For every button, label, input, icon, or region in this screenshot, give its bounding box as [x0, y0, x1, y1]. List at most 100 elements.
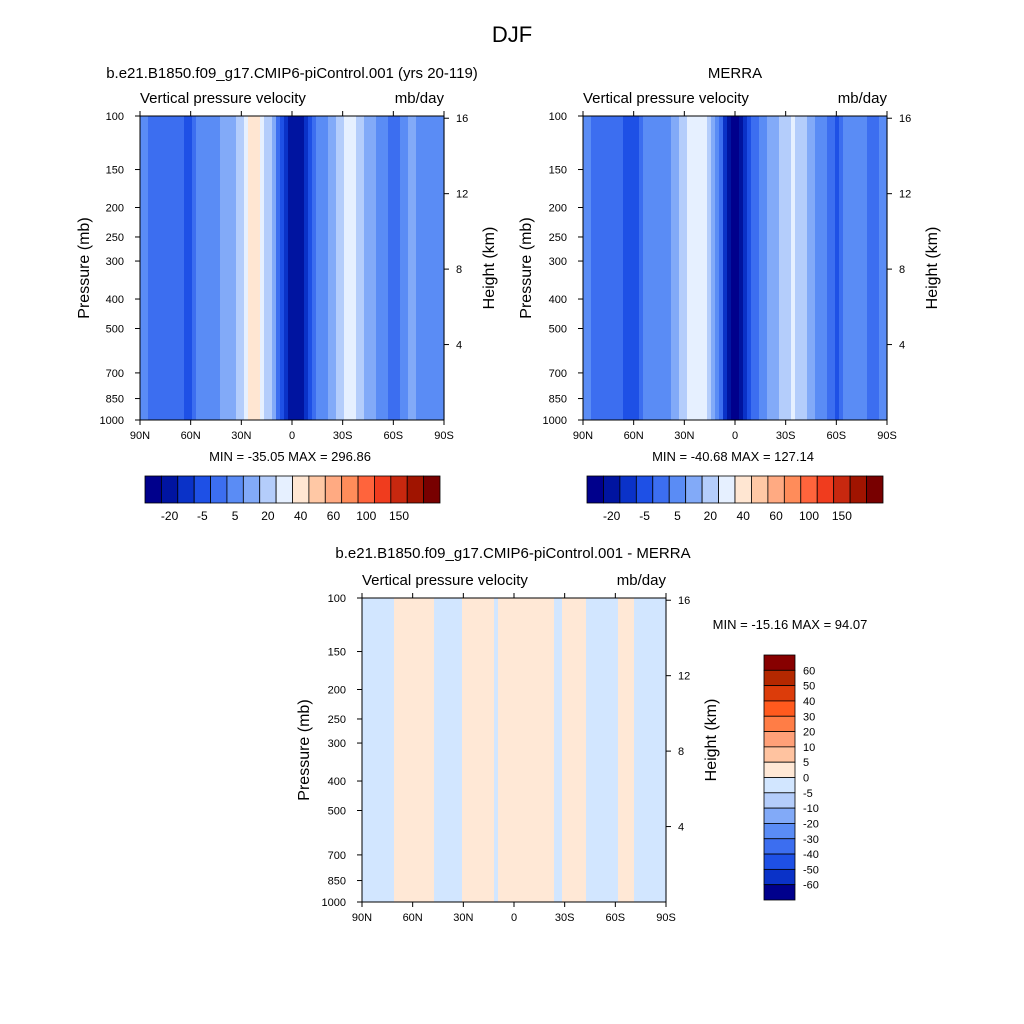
field-column — [651, 116, 656, 420]
field-column — [619, 116, 624, 420]
height-tick-label: 8 — [456, 264, 462, 276]
field-column — [759, 116, 764, 420]
field-column — [272, 116, 277, 420]
field-column — [482, 598, 487, 902]
colorbar-box — [833, 475, 851, 504]
field-column — [595, 116, 600, 420]
field-column — [392, 116, 397, 420]
field-column — [232, 116, 237, 420]
colorbar-box — [718, 475, 736, 504]
colorbar: -20 -5 5 20 40 60 100 150 — [586, 475, 884, 523]
field-column — [156, 116, 161, 420]
field-column — [376, 116, 381, 420]
field-column — [276, 116, 281, 420]
colorbar-label: -5 — [803, 788, 813, 800]
field-column — [607, 116, 612, 420]
field-column — [658, 598, 663, 902]
field-column — [642, 598, 647, 902]
colorbar-box — [763, 685, 796, 702]
y-tick-label: 500 — [328, 805, 346, 817]
height-tick-label: 16 — [899, 113, 911, 125]
field-column — [428, 116, 433, 420]
field-column — [646, 598, 651, 902]
y-tick-label: 150 — [328, 647, 346, 659]
field-column — [683, 116, 688, 420]
colorbar-box — [275, 475, 293, 504]
x-tick-label: 0 — [289, 430, 295, 442]
y-tick-label: 100 — [328, 593, 346, 605]
field-column — [614, 598, 619, 902]
y-tick-label: 300 — [328, 738, 346, 750]
y-tick-label: 700 — [328, 850, 346, 862]
field-column — [498, 598, 503, 902]
colorbar-box — [374, 475, 392, 504]
field-column — [723, 116, 728, 420]
x-tick-label: 90N — [130, 430, 150, 442]
field-column — [879, 116, 884, 420]
colorbar-label: 40 — [803, 696, 815, 708]
field-column — [703, 116, 708, 420]
field-column — [655, 116, 660, 420]
field-column — [867, 116, 872, 420]
field-column — [599, 116, 604, 420]
field-column — [583, 116, 588, 420]
field-column — [378, 598, 383, 902]
field-column — [284, 116, 289, 420]
field-column — [671, 116, 676, 420]
colorbar-box — [763, 884, 796, 901]
field-column — [352, 116, 357, 420]
field-column — [839, 116, 844, 420]
field-column — [458, 598, 463, 902]
field-column — [598, 598, 603, 902]
panel-title: b.e21.B1850.f09_g17.CMIP6-piControl.001 … — [335, 545, 690, 562]
colorbar-box — [763, 654, 796, 671]
y-tick-label: 300 — [106, 256, 124, 268]
field-column — [486, 598, 491, 902]
panel-subtitle-variable: Vertical pressure velocity — [140, 90, 306, 107]
field-column — [402, 598, 407, 902]
height-tick-label: 12 — [899, 189, 911, 201]
field-column — [795, 116, 800, 420]
colorbar-box — [406, 475, 425, 504]
field-column — [578, 598, 583, 902]
field-column — [168, 116, 173, 420]
y-tick-label: 200 — [328, 685, 346, 697]
field-column — [622, 598, 627, 902]
field-column — [546, 598, 551, 902]
colorbar-box — [763, 838, 796, 855]
field-column — [418, 598, 423, 902]
y-tick-label: 150 — [549, 165, 567, 177]
field-column — [767, 116, 772, 420]
field-column — [639, 116, 644, 420]
field-column — [863, 116, 868, 420]
y-axis-label-pressure: Pressure (mb) — [518, 217, 535, 318]
y-tick-label: 300 — [549, 256, 567, 268]
field-column — [308, 116, 313, 420]
height-tick-label: 4 — [899, 340, 905, 352]
field-column — [172, 116, 177, 420]
field-column — [292, 116, 297, 420]
field-column — [382, 598, 387, 902]
field-column — [312, 116, 317, 420]
field-column — [510, 598, 515, 902]
colorbar-box — [292, 475, 310, 504]
panel-subtitle-units: mb/day — [395, 90, 445, 107]
height-tick-label: 8 — [899, 264, 905, 276]
y-tick-label: 400 — [549, 294, 567, 306]
field-column — [410, 598, 415, 902]
field-column — [715, 116, 720, 420]
field-column — [731, 116, 736, 420]
x-tick-label: 90N — [352, 912, 372, 924]
field-column — [420, 116, 425, 420]
field-column — [663, 116, 668, 420]
field-column — [558, 598, 563, 902]
colorbar-box — [619, 475, 637, 504]
panel-diff: b.e21.B1850.f09_g17.CMIP6-piControl.001 … — [296, 545, 867, 924]
colorbar-label: -30 — [803, 834, 819, 846]
y-tick-label: 1000 — [100, 415, 124, 427]
field-column — [212, 116, 217, 420]
field-column — [440, 116, 445, 420]
field-column — [240, 116, 245, 420]
field-column — [348, 116, 353, 420]
colorbar-label: 5 — [674, 509, 681, 523]
